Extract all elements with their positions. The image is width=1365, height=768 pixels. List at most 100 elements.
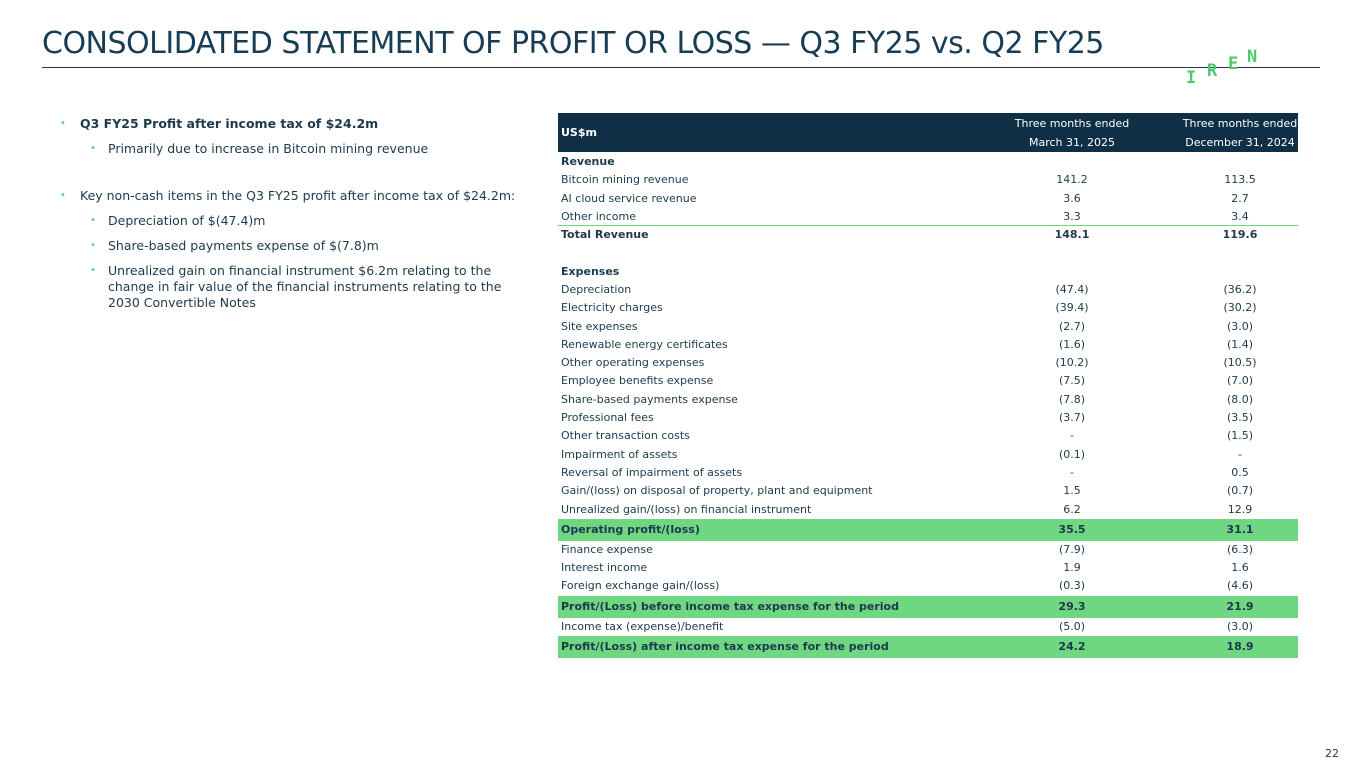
row-value: (3.0) xyxy=(1226,619,1254,633)
row-value: (7.9) xyxy=(1058,542,1086,556)
highlight-band xyxy=(558,518,1298,541)
column-header: Three months ended xyxy=(1014,117,1130,130)
row-value: (36.2) xyxy=(1223,282,1257,296)
row-value: (39.4) xyxy=(1055,301,1089,315)
bullet-dot: • xyxy=(60,190,66,201)
row-label: Site expenses xyxy=(561,319,638,333)
row-value: (1.4) xyxy=(1226,337,1254,351)
row-value: (30.2) xyxy=(1223,301,1257,315)
row-value: (0.3) xyxy=(1058,579,1086,593)
row-label: Total Revenue xyxy=(561,228,649,242)
row-value: 24.2 xyxy=(1058,639,1086,653)
row-label: Profit/(Loss) before income tax expense … xyxy=(561,599,899,613)
table-header xyxy=(558,113,1298,152)
row-label: Share-based payments expense xyxy=(561,392,738,406)
row-label: Electricity charges xyxy=(561,301,663,315)
highlight-band xyxy=(558,595,1298,618)
row-value: (4.6) xyxy=(1226,579,1254,593)
logo-letter: N xyxy=(1247,47,1258,67)
row-value: 148.1 xyxy=(1054,228,1090,242)
row-value: 35.5 xyxy=(1058,522,1086,536)
row-label: Finance expense xyxy=(561,542,653,556)
bullet-dot: • xyxy=(60,118,66,129)
row-value: 18.9 xyxy=(1226,639,1254,653)
row-value: (8.0) xyxy=(1226,392,1254,406)
total-rule xyxy=(558,225,1298,227)
row-value: 0.5 xyxy=(1231,465,1249,479)
row-value: (2.7) xyxy=(1058,319,1086,333)
row-value: 141.2 xyxy=(1056,173,1088,187)
row-label: Renewable energy certificates xyxy=(561,337,728,351)
logo-letter: E xyxy=(1228,54,1239,74)
page-number: 22 xyxy=(1325,747,1339,760)
table-unit: US$m xyxy=(561,126,597,139)
row-value: (6.3) xyxy=(1226,542,1254,556)
bullet-dot: • xyxy=(90,265,96,276)
row-value: (1.6) xyxy=(1058,337,1086,351)
row-value: (1.5) xyxy=(1226,429,1254,443)
row-label: Foreign exchange gain/(loss) xyxy=(561,579,720,593)
bullet-text: Q3 FY25 Profit after income tax of $24.2… xyxy=(80,116,379,131)
bullet-dot: • xyxy=(90,143,96,154)
row-label: Operating profit/(loss) xyxy=(561,522,700,536)
column-header: Three months ended xyxy=(1182,117,1298,130)
slide-title: CONSOLIDATED STATEMENT OF PROFIT OR LOSS… xyxy=(42,26,1104,61)
row-value: 12.9 xyxy=(1227,502,1253,516)
row-label: Revenue xyxy=(561,155,615,169)
row-value: - xyxy=(1070,465,1074,479)
row-label: Interest income xyxy=(561,561,648,575)
row-label: Unrealized gain/(loss) on financial inst… xyxy=(561,502,812,516)
sub-bullet-text: Share-based payments expense of $(7.8)m xyxy=(108,238,379,253)
logo-letter: R xyxy=(1207,61,1218,81)
row-value: (3.0) xyxy=(1226,319,1254,333)
row-value: 3.3 xyxy=(1063,210,1081,224)
column-header: December 31, 2024 xyxy=(1185,136,1295,149)
row-value: 6.2 xyxy=(1063,502,1081,516)
row-value: (7.8) xyxy=(1058,392,1086,406)
row-label: Expenses xyxy=(561,264,620,278)
row-label: Employee benefits expense xyxy=(561,374,714,388)
row-value: 3.4 xyxy=(1231,210,1249,224)
sub-bullet-text: Depreciation of $(47.4)m xyxy=(108,213,266,228)
row-label: Gain/(loss) on disposal of property, pla… xyxy=(561,484,873,498)
sub-bullet-text: Primarily due to increase in Bitcoin min… xyxy=(108,141,429,156)
bullet-dot: • xyxy=(90,215,96,226)
row-value: (0.7) xyxy=(1226,484,1254,498)
row-value: 3.6 xyxy=(1063,191,1081,205)
row-value: (3.7) xyxy=(1058,411,1086,425)
sub-bullet-text: Unrealized gain on financial instrument … xyxy=(108,263,502,310)
row-value: 21.9 xyxy=(1226,599,1254,613)
row-value: 31.1 xyxy=(1226,522,1254,536)
row-label: Bitcoin mining revenue xyxy=(561,173,689,187)
row-value: (7.5) xyxy=(1058,374,1086,388)
row-label: Depreciation xyxy=(561,282,632,296)
row-value: (7.0) xyxy=(1226,374,1254,388)
row-value: 29.3 xyxy=(1058,599,1086,613)
bullet-dot: • xyxy=(90,240,96,251)
row-value: 1.9 xyxy=(1063,561,1081,575)
row-value: (47.4) xyxy=(1055,282,1089,296)
row-label: Professional fees xyxy=(561,411,654,425)
row-label: Other transaction costs xyxy=(561,429,690,443)
row-value: 2.7 xyxy=(1231,191,1249,205)
bullet-text: Key non-cash items in the Q3 FY25 profit… xyxy=(80,188,516,203)
row-label: Other operating expenses xyxy=(561,356,705,370)
row-value: 119.6 xyxy=(1222,228,1258,242)
row-value: (10.2) xyxy=(1055,356,1089,370)
row-value: - xyxy=(1238,447,1242,461)
row-value: - xyxy=(1070,429,1074,443)
highlight-band xyxy=(558,635,1298,658)
row-value: (0.1) xyxy=(1058,447,1086,461)
row-label: Other income xyxy=(561,210,637,224)
row-value: 1.5 xyxy=(1063,484,1081,498)
row-value: 1.6 xyxy=(1231,561,1249,575)
row-value: (10.5) xyxy=(1223,356,1257,370)
column-header: March 31, 2025 xyxy=(1028,136,1115,149)
row-label: Profit/(Loss) after income tax expense f… xyxy=(561,639,889,653)
row-value: 113.5 xyxy=(1224,173,1256,187)
row-label: Income tax (expense)/benefit xyxy=(561,619,724,633)
row-label: Reversal of impairment of assets xyxy=(561,465,743,479)
logo-letter: I xyxy=(1186,68,1197,88)
row-value: (5.0) xyxy=(1058,619,1086,633)
